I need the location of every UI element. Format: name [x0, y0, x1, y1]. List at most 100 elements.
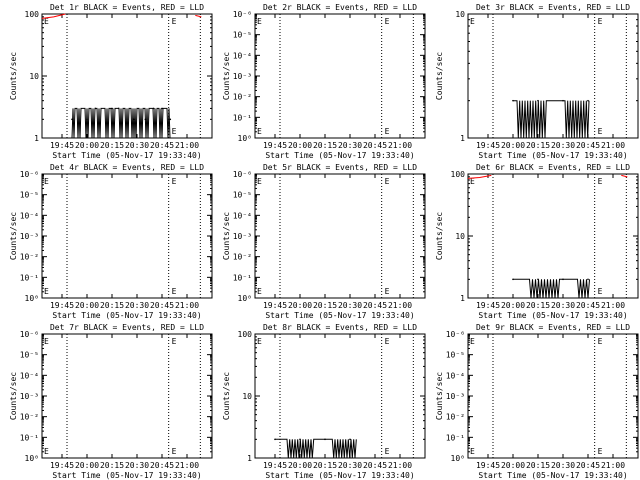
x-axis-label: Start Time (05-Nov-17 19:33:40) — [265, 471, 414, 480]
marker-label: E — [385, 447, 390, 456]
panel-title: Det 6r BLACK = Events, RED = LLD — [476, 163, 630, 172]
x-tick-label: 20:30 — [551, 141, 575, 150]
marker-label: E — [385, 177, 390, 186]
events-data-point — [144, 118, 147, 121]
x-tick-label: 21:00 — [601, 461, 625, 470]
marker-label: E — [172, 287, 177, 296]
marker-label: E — [44, 337, 49, 346]
x-tick-label: 20:30 — [125, 301, 149, 310]
series-lld-line — [621, 174, 628, 178]
x-tick-label: 21:00 — [388, 301, 412, 310]
y-tick-label: 10⁻⁴ — [20, 371, 39, 380]
events-data-point — [161, 107, 163, 110]
x-tick-label: 21:00 — [175, 461, 199, 470]
events-data-point — [71, 118, 73, 121]
x-tick-label: 20:00 — [75, 461, 99, 470]
x-tick-label: 20:15 — [100, 141, 124, 150]
x-tick-label: 20:00 — [501, 461, 525, 470]
x-tick-label: 20:45 — [576, 141, 600, 150]
events-data-point — [587, 278, 589, 281]
y-tick-label: 10 — [29, 72, 39, 81]
x-axis-label: Start Time (05-Nov-17 19:33:40) — [478, 471, 627, 480]
series-events-line — [513, 278, 590, 299]
series-events-line — [275, 438, 357, 459]
marker-label: E — [172, 337, 177, 346]
marker-label: E — [44, 287, 49, 296]
marker-label: E — [598, 337, 603, 346]
x-tick-label: 19:45 — [50, 461, 74, 470]
marker-label: E — [598, 127, 603, 136]
x-tick-label: 20:45 — [150, 301, 174, 310]
x-tick-label: 19:45 — [263, 141, 287, 150]
events-data-point — [562, 278, 564, 281]
y-tick-label: 10⁻⁵ — [446, 351, 465, 360]
y-tick-label: 10⁻¹ — [446, 433, 465, 442]
y-tick-label: 10 — [455, 232, 465, 241]
y-tick-label: 10⁻³ — [446, 392, 465, 401]
events-data-point — [587, 99, 589, 102]
x-tick-label: 20:45 — [150, 461, 174, 470]
x-tick-label: 20:00 — [501, 141, 525, 150]
events-data-point — [274, 438, 276, 441]
y-axis-label: Counts/sec — [435, 52, 444, 100]
y-axis-label: Counts/sec — [435, 372, 444, 420]
x-axis-label: Start Time (05-Nov-17 19:33:40) — [265, 311, 414, 320]
y-tick-label: 10⁻³ — [20, 232, 39, 241]
x-tick-label: 19:45 — [50, 301, 74, 310]
marker-label: E — [257, 127, 262, 136]
y-tick-label: 10⁰ — [25, 294, 39, 303]
x-tick-label: 20:30 — [338, 141, 362, 150]
x-tick-label: 21:00 — [388, 461, 412, 470]
panel-title: Det 9r BLACK = Events, RED = LLD — [476, 323, 630, 332]
y-tick-label: 10⁻⁴ — [446, 371, 465, 380]
y-tick-label: 10⁻¹ — [233, 273, 252, 282]
events-data-point — [169, 118, 172, 121]
marker-label: E — [172, 17, 177, 26]
y-tick-label: 100 — [238, 330, 253, 339]
marker-label: E — [172, 177, 177, 186]
x-tick-label: 21:00 — [175, 141, 199, 150]
x-tick-label: 20:15 — [313, 301, 337, 310]
x-tick-label: 20:30 — [125, 141, 149, 150]
x-tick-label: 21:00 — [388, 141, 412, 150]
x-tick-label: 20:00 — [288, 461, 312, 470]
y-tick-label: 10 — [455, 10, 465, 19]
y-tick-label: 10⁰ — [238, 134, 252, 143]
x-tick-label: 19:45 — [263, 301, 287, 310]
marker-label: E — [385, 337, 390, 346]
x-tick-label: 20:00 — [75, 301, 99, 310]
events-data-point — [537, 278, 539, 281]
x-tick-label: 19:45 — [263, 461, 287, 470]
plot-frame — [467, 13, 639, 139]
panel-det-5r: Det 5r BLACK = Events, RED = LLD 19:45 20:… — [222, 163, 426, 320]
y-tick-label: 10⁻⁴ — [233, 211, 252, 220]
y-tick-label: 10⁻⁵ — [20, 191, 39, 200]
x-tick-label: 21:00 — [175, 301, 199, 310]
marker-label: E — [385, 287, 390, 296]
y-tick-label: 10⁰ — [25, 454, 39, 463]
marker-label: E — [385, 127, 390, 136]
y-tick-label: 10⁻² — [233, 93, 252, 102]
panel-title: Det 5r BLACK = Events, RED = LLD — [263, 163, 417, 172]
x-tick-label: 20:45 — [363, 141, 387, 150]
y-tick-label: 100 — [25, 10, 40, 19]
x-axis-label: Start Time (05-Nov-17 19:33:40) — [478, 311, 627, 320]
events-data-point — [512, 278, 514, 281]
y-tick-label: 1 — [34, 134, 39, 143]
panel-title: Det 7r BLACK = Events, RED = LLD — [50, 323, 204, 332]
series-events-line — [71, 107, 171, 139]
y-tick-label: 10⁻¹ — [233, 113, 252, 122]
x-tick-label: 20:30 — [551, 461, 575, 470]
x-tick-label: 20:45 — [150, 141, 174, 150]
series-events-line — [513, 100, 590, 139]
y-tick-label: 10⁻³ — [20, 392, 39, 401]
y-tick-label: 10⁻⁴ — [233, 51, 252, 60]
marker-label: E — [598, 287, 603, 296]
series-lld-line — [41, 13, 66, 19]
series-lld-line — [195, 14, 202, 18]
